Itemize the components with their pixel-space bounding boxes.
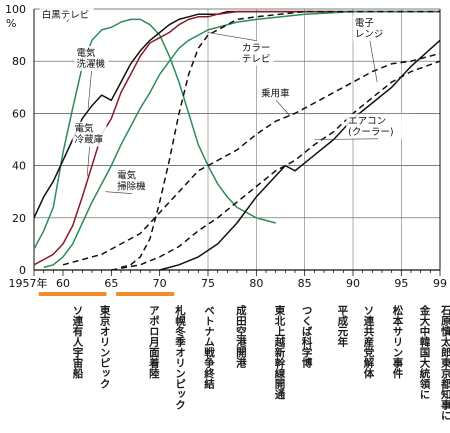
event-label: つくば科学博: [300, 305, 313, 368]
x-tick-label: 85: [298, 277, 312, 290]
event-label: 成田空港開港: [234, 305, 247, 368]
y-tick-label: 80: [12, 55, 26, 68]
series-label-bg: [346, 113, 411, 139]
series-label-leader: [369, 40, 378, 83]
event-label: 札幌冬季オリンピック: [173, 305, 186, 410]
series-label: テレビ: [242, 54, 271, 65]
series-line: [33, 18, 276, 250]
x-tick-label: 80: [249, 277, 263, 290]
event-label: 平成元年: [336, 305, 349, 347]
y-tick-label: 40: [12, 160, 26, 173]
series-label-leader: [207, 32, 257, 42]
series-label: 白黒テレビ: [42, 9, 90, 21]
y-tick-label: 60: [12, 107, 26, 120]
series-label-leader: [86, 146, 90, 177]
x-tick-label: 75: [201, 277, 215, 290]
series-line: [43, 10, 440, 269]
event-label: 東北上越新幹線開通: [273, 305, 286, 400]
event-label: 石原慎太郎東京都知事に: [439, 305, 450, 421]
series-label: 洗濯機: [77, 58, 106, 70]
series-label: 電気: [77, 47, 97, 59]
series-label: 冷蔵庫: [75, 134, 104, 146]
series-label-leader: [314, 138, 379, 140]
x-tick-label: 99: [433, 277, 447, 290]
x-tick-label: 60: [56, 277, 70, 290]
series-label: (クーラー): [348, 127, 393, 138]
y-tick-label: 20: [12, 212, 26, 225]
event-label: ソ連共産党解体: [362, 305, 375, 379]
x-tick-label: 1957年: [9, 276, 48, 290]
series-label-bg: [352, 15, 387, 41]
series-line: [159, 39, 441, 271]
series-label-bg: [74, 45, 109, 71]
x-tick-label: 65: [104, 277, 118, 290]
series-label-leader: [87, 70, 92, 109]
y-tick-label: 0: [19, 264, 26, 277]
x-tick-label: 90: [346, 277, 360, 290]
event-label: 松本サリン事件: [391, 305, 404, 379]
series-label-bg: [259, 86, 294, 101]
event-label: ベトナム戦争終結: [202, 305, 215, 389]
series-label: 電気: [117, 170, 137, 182]
event-label: 金大中韓国大統領に: [418, 305, 431, 400]
x-tick-label: 95: [394, 277, 408, 290]
series-label: 電子: [355, 18, 375, 29]
series-label-leader: [66, 19, 70, 23]
series-label-leader: [105, 191, 133, 194]
series-label: 乗用車: [261, 87, 290, 99]
series-label-bg: [115, 168, 150, 194]
y-tick-label: 100: [5, 3, 26, 16]
series-label-bg: [239, 40, 274, 66]
event-label: アポロ月面着陸: [147, 305, 160, 379]
series-line: [62, 52, 441, 266]
series-label: 掃除機: [117, 181, 146, 193]
event-label: ソ連有人宇宙船: [71, 305, 84, 379]
series-label: エアコン: [348, 116, 386, 127]
event-label: 東京オリンピック: [98, 305, 111, 389]
y-axis-unit: %: [6, 17, 16, 30]
x-tick-label: 70: [153, 277, 167, 290]
series-line: [120, 10, 440, 269]
series-label: 電気: [75, 123, 95, 135]
series-label-leader: [275, 100, 291, 117]
series-line: [111, 60, 441, 271]
series-label: レンジ: [355, 29, 384, 40]
series-line: [33, 10, 440, 266]
series-label-bg: [39, 8, 94, 23]
series-label: カラー: [242, 43, 271, 54]
series-label-bg: [72, 121, 107, 147]
